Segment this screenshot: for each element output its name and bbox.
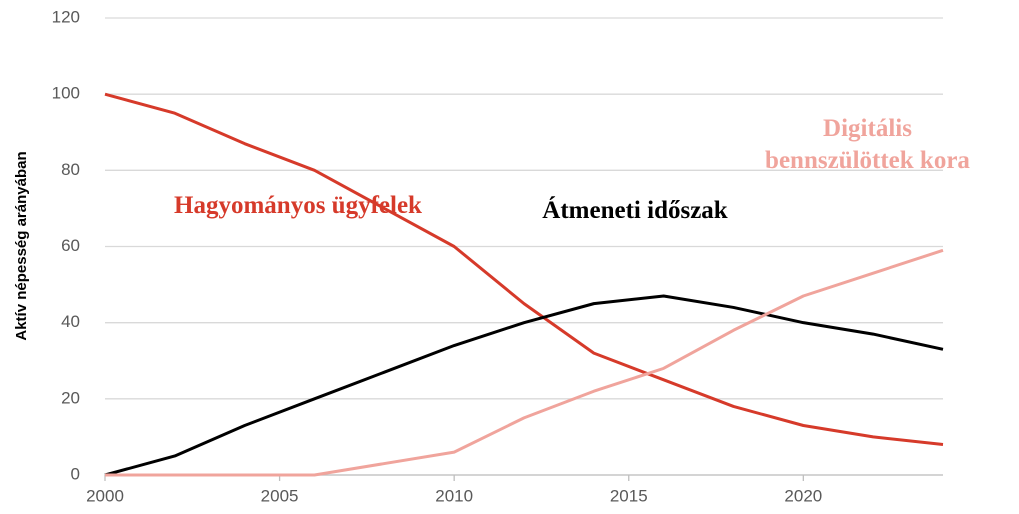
series-label: Hagyományos ügyfelek (174, 192, 422, 219)
y-tick-label: 40 (61, 312, 80, 331)
y-tick-label: 80 (61, 160, 80, 179)
y-tick-label: 120 (52, 7, 80, 26)
series-line (104, 92, 944, 447)
y-tick-label: 60 (61, 236, 80, 255)
series-label: Digitális bennszülöttek kora (765, 115, 970, 174)
y-tick-label: 20 (61, 388, 80, 407)
series-label: Átmeneti időszak (542, 197, 728, 224)
x-tick-label: 2000 (86, 486, 124, 505)
x-tick-label: 2010 (435, 486, 473, 505)
x-tick-label: 2020 (784, 486, 822, 505)
y-axis-label: Aktív népesség arányában (13, 151, 30, 340)
series-line (105, 248, 944, 477)
series-line (104, 294, 944, 477)
y-tick-label: 100 (52, 84, 80, 103)
x-tick-label: 2015 (610, 486, 648, 505)
x-tick-label: 2005 (261, 486, 299, 505)
y-tick-label: 0 (71, 464, 80, 483)
